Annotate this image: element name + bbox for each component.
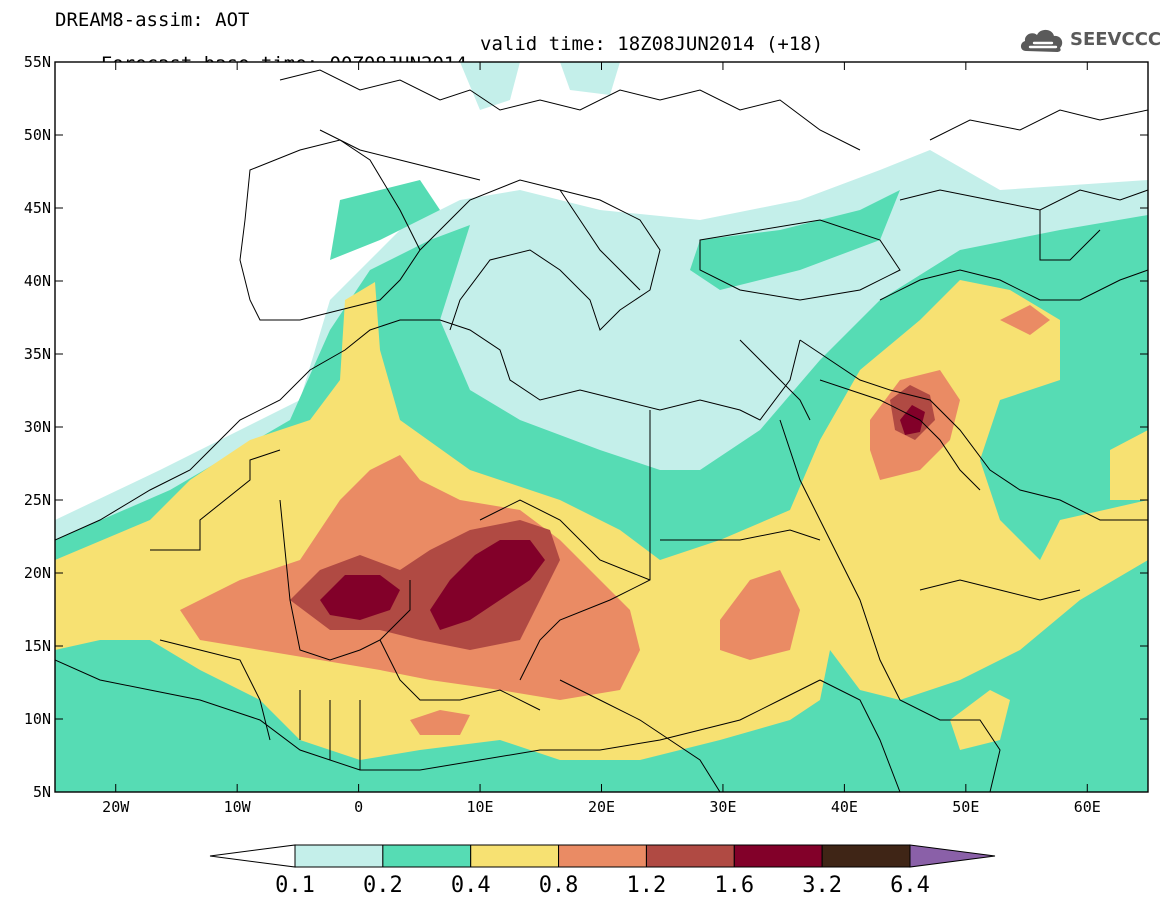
colorbar-level-label: 0.8 — [539, 873, 579, 898]
lat-tick-label: 15N — [24, 637, 51, 655]
colorbar-level-label: 1.6 — [714, 873, 754, 898]
lon-tick-label: 10E — [467, 798, 494, 816]
lon-tick-label: 20E — [588, 798, 615, 816]
product-title: DREAM8-assim: AOT — [55, 9, 250, 31]
colorbar-box — [558, 844, 647, 868]
lon-tick-label: 60E — [1074, 798, 1101, 816]
lon-tick-label: 20W — [102, 798, 130, 816]
lat-tick-label: 50N — [24, 126, 51, 144]
cloud-icon — [1020, 29, 1063, 52]
colorbar-level-label: 0.1 — [275, 873, 315, 898]
colorbar-box — [470, 844, 560, 868]
colorbar-box — [294, 844, 384, 868]
lon-tick-label: 50E — [952, 798, 979, 816]
colorbar-box — [382, 844, 472, 868]
colorbar-box — [645, 844, 735, 868]
lat-tick-label: 5N — [33, 783, 51, 801]
colorbar-box — [821, 844, 911, 868]
lat-tick-label: 10N — [24, 710, 51, 728]
longitude-axis: 20W 10W 0 10E 20E 30E 40E 50E 60E — [102, 62, 1101, 816]
logo-text: SEEVCCC — [1070, 29, 1162, 50]
lat-tick-label: 30N — [24, 418, 51, 436]
lat-tick-label: 40N — [24, 272, 51, 290]
lon-tick-label: 40E — [831, 798, 858, 816]
colorbar-level-label: 0.4 — [451, 873, 491, 898]
colorbar-arrow-low — [209, 844, 296, 868]
country-borders — [55, 69, 1148, 792]
valid-time: valid time: 18Z08JUN2014 (+18) — [480, 33, 824, 55]
lat-tick-label: 20N — [24, 564, 51, 582]
seevccc-logo: SEEVCCC — [1018, 23, 1161, 57]
aot-colorbar: 0.1 0.2 0.4 0.8 1.2 1.6 3.2 6.4 — [209, 844, 996, 898]
aot-band-1.6 — [320, 405, 925, 630]
colorbar-level-label: 1.2 — [627, 873, 667, 898]
colorbar-level-label: 3.2 — [802, 873, 842, 898]
colorbar-level-label: 6.4 — [890, 873, 930, 898]
colorbar-level-label: 0.2 — [363, 873, 403, 898]
lat-tick-label: 45N — [24, 199, 51, 217]
lat-tick-label: 35N — [24, 345, 51, 363]
lon-tick-label: 0 — [354, 798, 363, 816]
lon-tick-label: 10W — [224, 798, 252, 816]
colorbar-arrow-high — [909, 844, 996, 868]
lat-tick-label: 25N — [24, 491, 51, 509]
colorbar-box — [733, 844, 823, 868]
lon-tick-label: 30E — [709, 798, 736, 816]
lat-tick-label: 55N — [24, 53, 51, 71]
latitude-axis: 5N 10N 15N 20N 25N 30N 35N 40N 45N 50N 55N — [24, 53, 1148, 801]
